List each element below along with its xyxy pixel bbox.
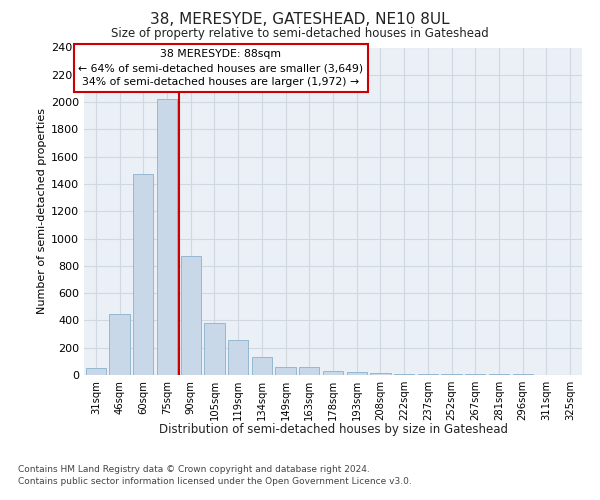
Bar bbox=[181, 256, 201, 375]
Bar bbox=[299, 368, 319, 375]
Bar bbox=[228, 340, 248, 375]
Bar bbox=[323, 371, 343, 375]
Bar bbox=[205, 323, 224, 375]
Text: Size of property relative to semi-detached houses in Gateshead: Size of property relative to semi-detach… bbox=[111, 28, 489, 40]
Bar bbox=[109, 314, 130, 375]
Text: Contains HM Land Registry data © Crown copyright and database right 2024.: Contains HM Land Registry data © Crown c… bbox=[18, 465, 370, 474]
Bar bbox=[489, 374, 509, 375]
Bar bbox=[442, 374, 461, 375]
Bar bbox=[252, 358, 272, 375]
Text: Distribution of semi-detached houses by size in Gateshead: Distribution of semi-detached houses by … bbox=[158, 422, 508, 436]
Bar bbox=[275, 368, 296, 375]
Bar bbox=[465, 374, 485, 375]
Bar bbox=[347, 372, 367, 375]
Y-axis label: Number of semi-detached properties: Number of semi-detached properties bbox=[37, 108, 47, 314]
Bar bbox=[370, 373, 391, 375]
Bar bbox=[394, 374, 414, 375]
Bar bbox=[86, 368, 106, 375]
Bar bbox=[157, 100, 177, 375]
Bar bbox=[133, 174, 154, 375]
Text: Contains public sector information licensed under the Open Government Licence v3: Contains public sector information licen… bbox=[18, 478, 412, 486]
Text: 38 MERESYDE: 88sqm
← 64% of semi-detached houses are smaller (3,649)
34% of semi: 38 MERESYDE: 88sqm ← 64% of semi-detache… bbox=[79, 49, 364, 87]
Text: 38, MERESYDE, GATESHEAD, NE10 8UL: 38, MERESYDE, GATESHEAD, NE10 8UL bbox=[150, 12, 450, 28]
Bar bbox=[512, 374, 533, 375]
Bar bbox=[418, 374, 438, 375]
